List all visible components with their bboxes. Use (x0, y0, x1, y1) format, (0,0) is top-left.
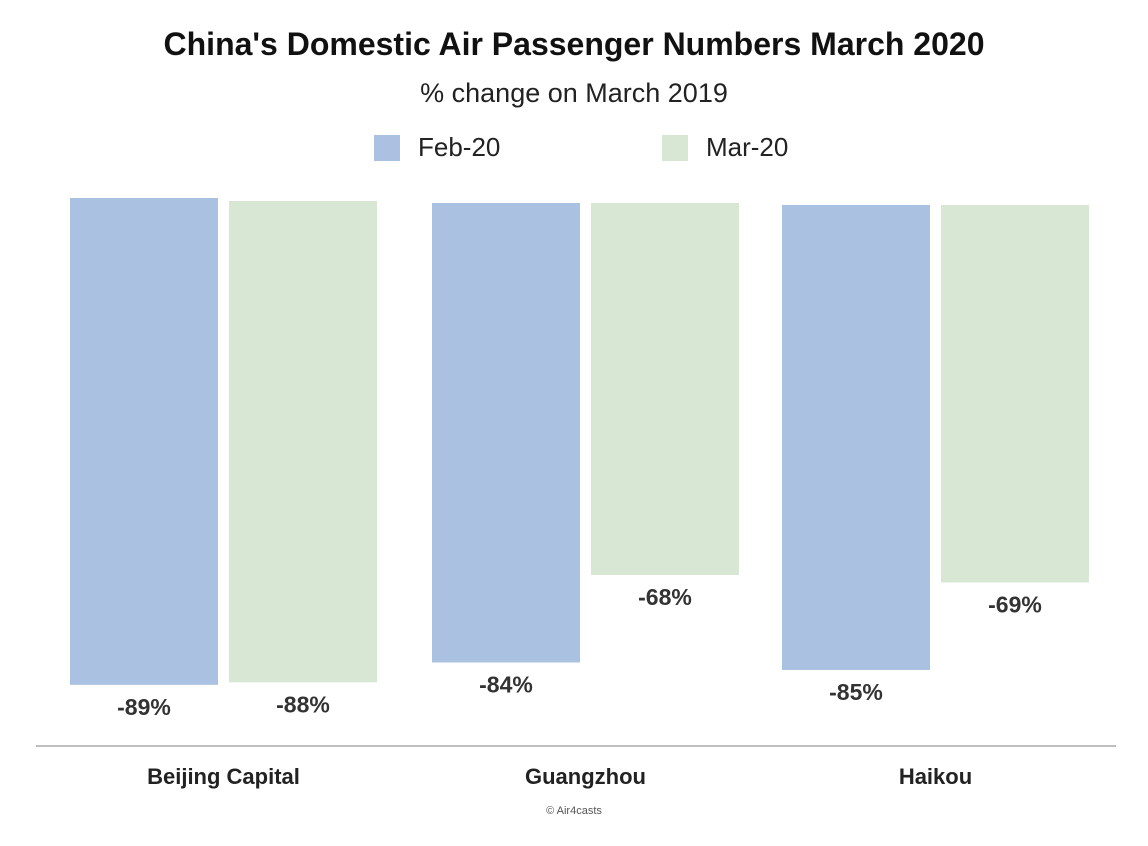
legend-label-feb: Feb-20 (418, 132, 501, 162)
legend-label-mar: Mar-20 (706, 132, 789, 162)
category-label: Beijing Capital (147, 764, 300, 789)
chart-title: China's Domestic Air Passenger Numbers M… (163, 26, 985, 62)
credit-text: © Air4casts (546, 805, 602, 817)
data-label: -88% (276, 691, 330, 717)
bar-beijing-capital-mar-20 (229, 201, 377, 683)
chart-subtitle: % change on March 2019 (420, 78, 728, 108)
bar-beijing-capital-feb-20 (70, 198, 218, 685)
category-label: Haikou (899, 764, 972, 789)
category-label: Guangzhou (525, 764, 646, 789)
legend-item-mar: Mar-20 (662, 132, 788, 163)
legend-item-feb: Feb-20 (374, 132, 500, 163)
bar-haikou-feb-20 (782, 205, 930, 670)
legend-swatch-mar (662, 134, 688, 161)
data-label: -69% (988, 591, 1042, 617)
data-label: -68% (638, 584, 692, 610)
data-label: -89% (117, 694, 171, 720)
bar-guangzhou-feb-20 (432, 203, 580, 663)
bar-haikou-mar-20 (941, 205, 1089, 583)
data-label: -85% (829, 679, 883, 705)
legend-swatch-feb (374, 134, 400, 161)
bar-guangzhou-mar-20 (591, 203, 739, 575)
data-label: -84% (479, 671, 533, 697)
legend: Feb-20 Mar-20 (0, 132, 1148, 168)
